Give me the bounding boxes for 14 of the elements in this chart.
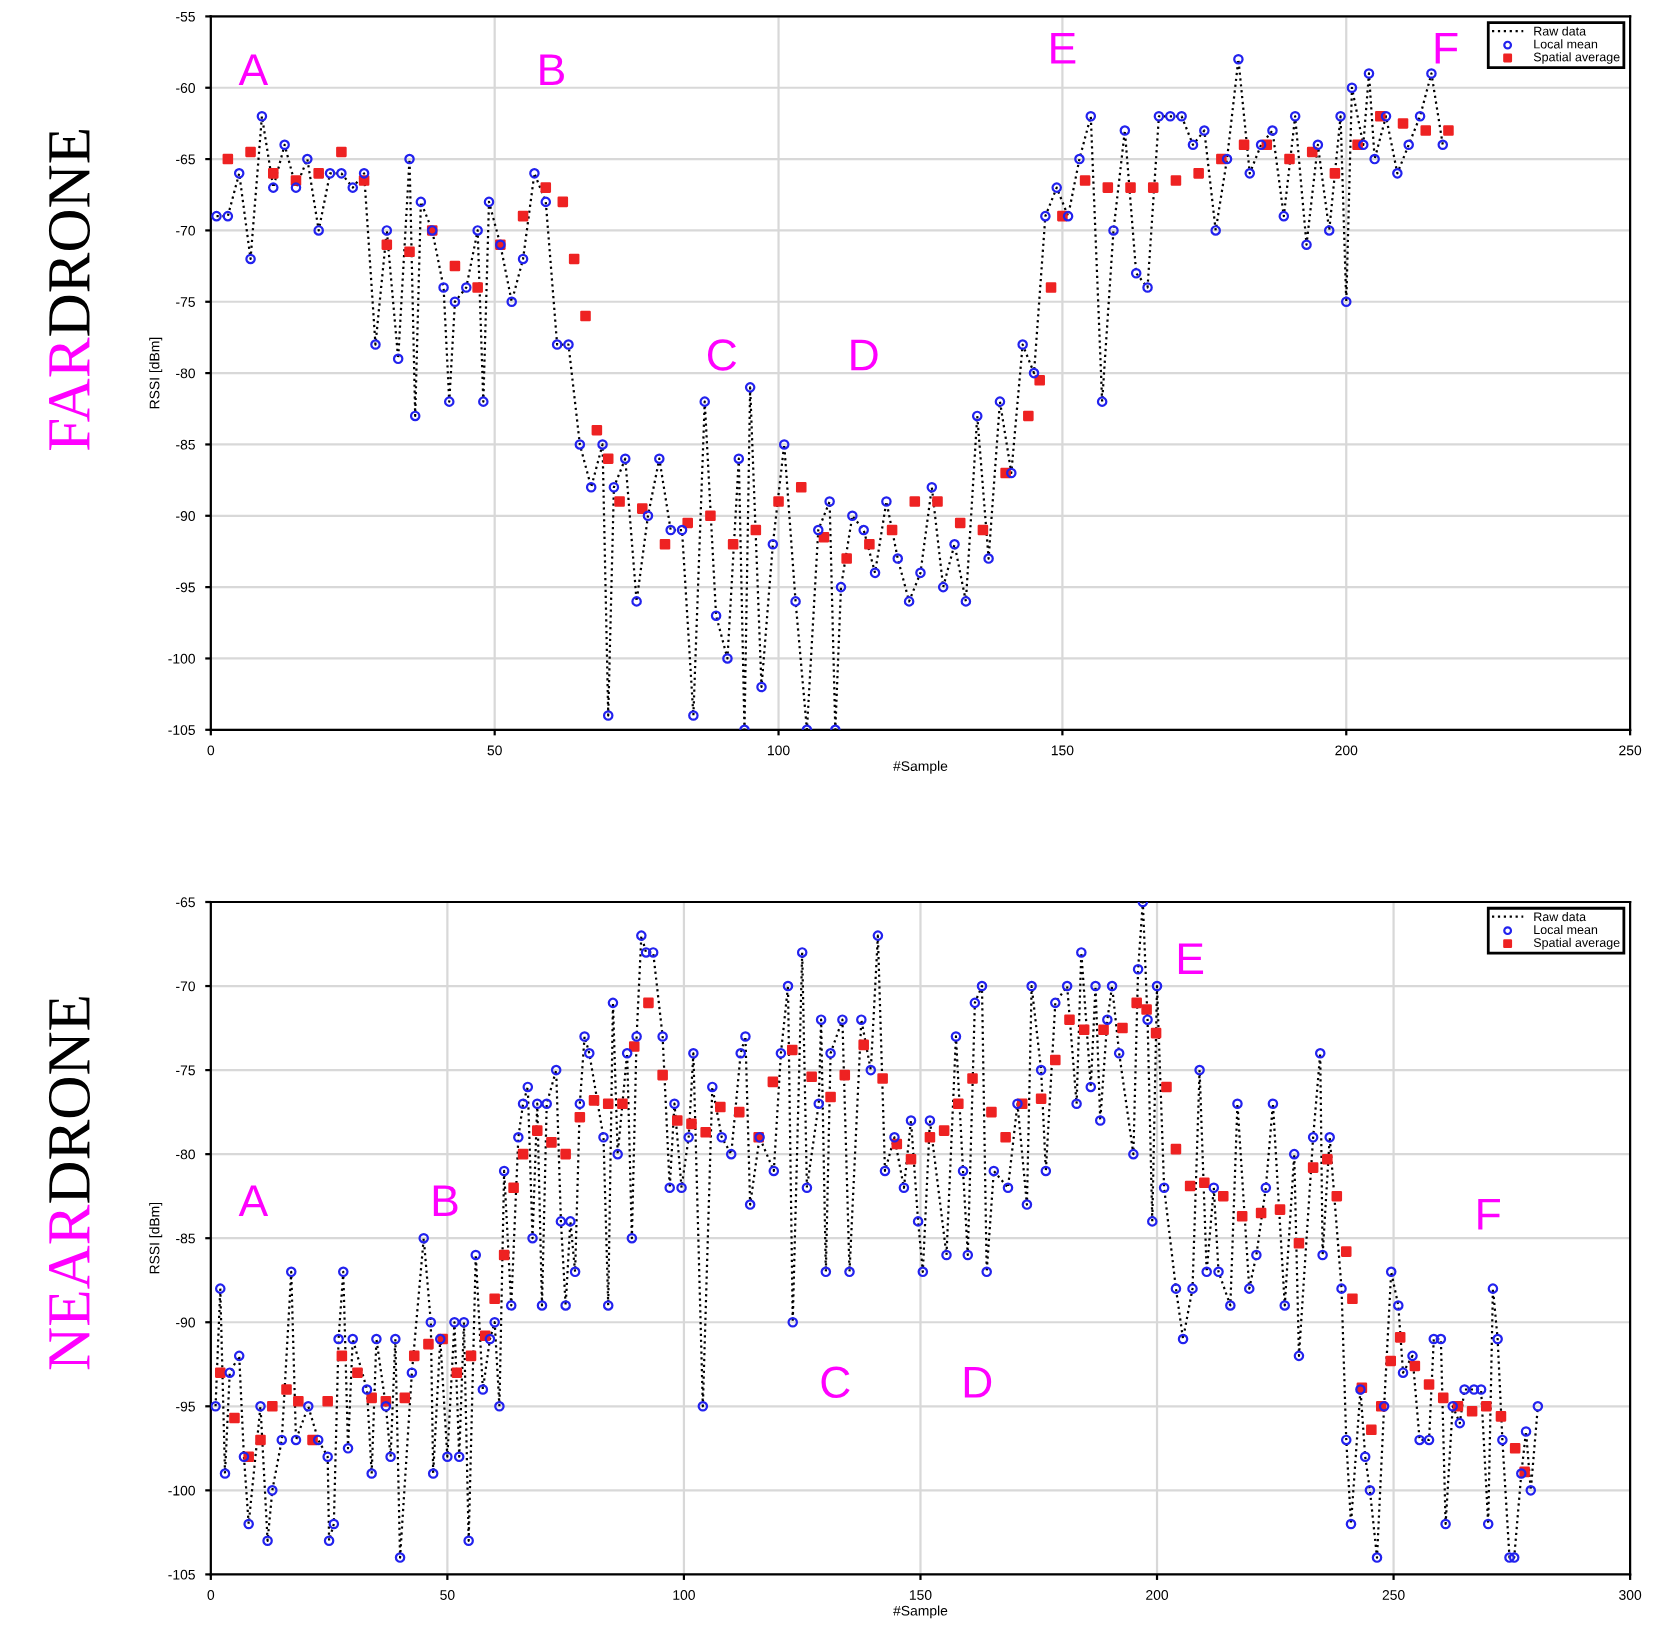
annotation: A: [238, 1185, 269, 1217]
annotation: E: [1178, 943, 1204, 975]
annotation: C: [707, 339, 737, 371]
annotation: C: [821, 1366, 850, 1399]
annotation: B: [540, 54, 564, 85]
annotation: A: [238, 54, 269, 85]
text: FARDRONE: [48, 129, 90, 451]
annotation: D: [851, 339, 878, 371]
text: NEARDRONE: [48, 997, 90, 1370]
annotation: F: [1435, 32, 1458, 64]
annotation: F: [1478, 1198, 1500, 1230]
annotation: E: [1051, 32, 1076, 64]
annotation: B: [433, 1185, 458, 1217]
annotation: D: [964, 1367, 992, 1398]
